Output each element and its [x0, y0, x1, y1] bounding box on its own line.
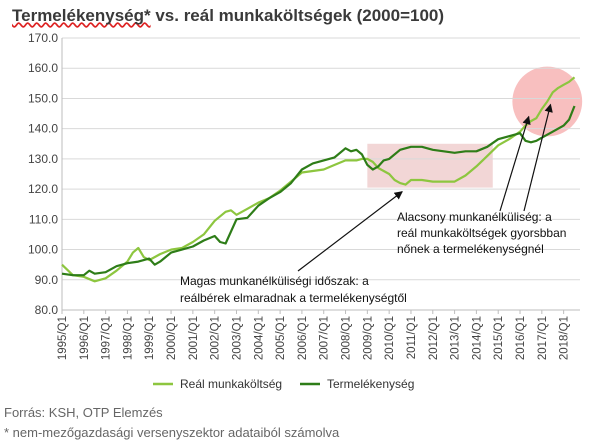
- annotation-line: Magas munkanélküliségi időszak: a: [180, 274, 369, 288]
- annotation-line: reál munkaköltségek gyorsbban: [397, 226, 566, 240]
- x-tick-label: 2018/Q1: [559, 316, 571, 360]
- x-tick-label: 2010/Q1: [384, 316, 396, 360]
- x-tick-label: 1995/Q1: [57, 316, 69, 360]
- y-tick-label: 120.0: [28, 182, 58, 196]
- annotation-arrow: [499, 115, 531, 212]
- y-tick-label: 130.0: [28, 152, 58, 166]
- x-tick-label: 2016/Q1: [515, 316, 527, 360]
- x-tick-label: 1999/Q1: [144, 316, 156, 360]
- x-tick-label: 2013/Q1: [450, 316, 462, 360]
- y-tick-label: 140.0: [28, 122, 58, 136]
- series-line-productivity: [61, 105, 576, 277]
- y-tick-label: 110.0: [29, 212, 58, 226]
- x-axis: 1995/Q1 1996/Q1 1997/Q1 1998/Q1 1999/Q1 2000/…: [57, 309, 580, 360]
- footnote-text: * nem-mezőgazdasági versenyszektor adata…: [4, 425, 340, 440]
- annotation-line: reálbérek elmaradnak a termelékenységtől: [180, 291, 407, 305]
- y-tick-label: 160.0: [28, 61, 58, 75]
- annotation-layer: Alacsony munkanélküliség: a reál munkaköl…: [180, 103, 566, 305]
- x-tick-label: 2005/Q1: [275, 316, 287, 360]
- x-tick-label: 2015/Q1: [493, 316, 505, 360]
- x-tick-label: 1998/Q1: [122, 316, 134, 360]
- y-axis: 80.0 90.0 100.0 110.0 120.0 130.0 140.0 150.0 16…: [28, 31, 63, 317]
- x-tick-label: 2011/Q1: [406, 316, 418, 359]
- y-tick-label: 80.0: [35, 303, 59, 317]
- x-tick-label: 2001/Q1: [188, 316, 200, 360]
- series-layer: [61, 76, 576, 283]
- x-tick-label: 2014/Q1: [471, 316, 483, 360]
- x-tick-label: 2009/Q1: [362, 316, 374, 360]
- chart-title: Termelékenység* vs. reál munkaköltségek …: [12, 6, 444, 26]
- y-tick-label: 150.0: [28, 91, 58, 105]
- annotation-line: Alacsony munkanélküliség: a: [397, 210, 552, 224]
- x-tick-label: 2004/Q1: [253, 316, 265, 360]
- gridlines: [62, 37, 580, 311]
- x-tick-label: 1996/Q1: [79, 316, 91, 360]
- chart-title-main: Termelékenység*: [12, 6, 151, 25]
- footer: Forrás: KSH, OTP Elemzés * nem-mezőgazda…: [4, 403, 339, 443]
- highlight-layer: [367, 66, 583, 188]
- x-tick-label: 2007/Q1: [319, 316, 331, 360]
- x-tick-label: 2006/Q1: [297, 316, 309, 360]
- annotation-line: nőnek a termelékenységnél: [397, 242, 544, 256]
- legend-label: Termelékenység: [327, 377, 414, 391]
- x-tick-label: 2003/Q1: [231, 316, 243, 360]
- x-tick-label: 1997/Q1: [101, 316, 113, 360]
- y-tick-label: 90.0: [35, 273, 59, 287]
- annotation-arrow: [297, 191, 403, 272]
- legend: Reál munkaköltség Termelékenység: [153, 377, 414, 391]
- chart-title-rest: vs. reál munkaköltségek (2000=100): [150, 6, 445, 25]
- source-text: Forrás: KSH, OTP Elemzés: [4, 405, 163, 420]
- legend-label: Reál munkaköltség: [180, 377, 282, 391]
- y-tick-label: 170.0: [28, 31, 58, 45]
- x-tick-label: 2002/Q1: [210, 316, 222, 360]
- y-tick-label: 100.0: [28, 243, 58, 257]
- x-tick-label: 2008/Q1: [341, 316, 353, 360]
- line-chart: 80.0 90.0 100.0 110.0 120.0 130.0 140.0 150.0 16…: [28, 31, 583, 391]
- x-tick-label: 2000/Q1: [166, 316, 178, 360]
- x-tick-label: 2017/Q1: [537, 316, 549, 360]
- annotation-arrow: [523, 103, 553, 212]
- x-tick-label: 2012/Q1: [428, 316, 440, 360]
